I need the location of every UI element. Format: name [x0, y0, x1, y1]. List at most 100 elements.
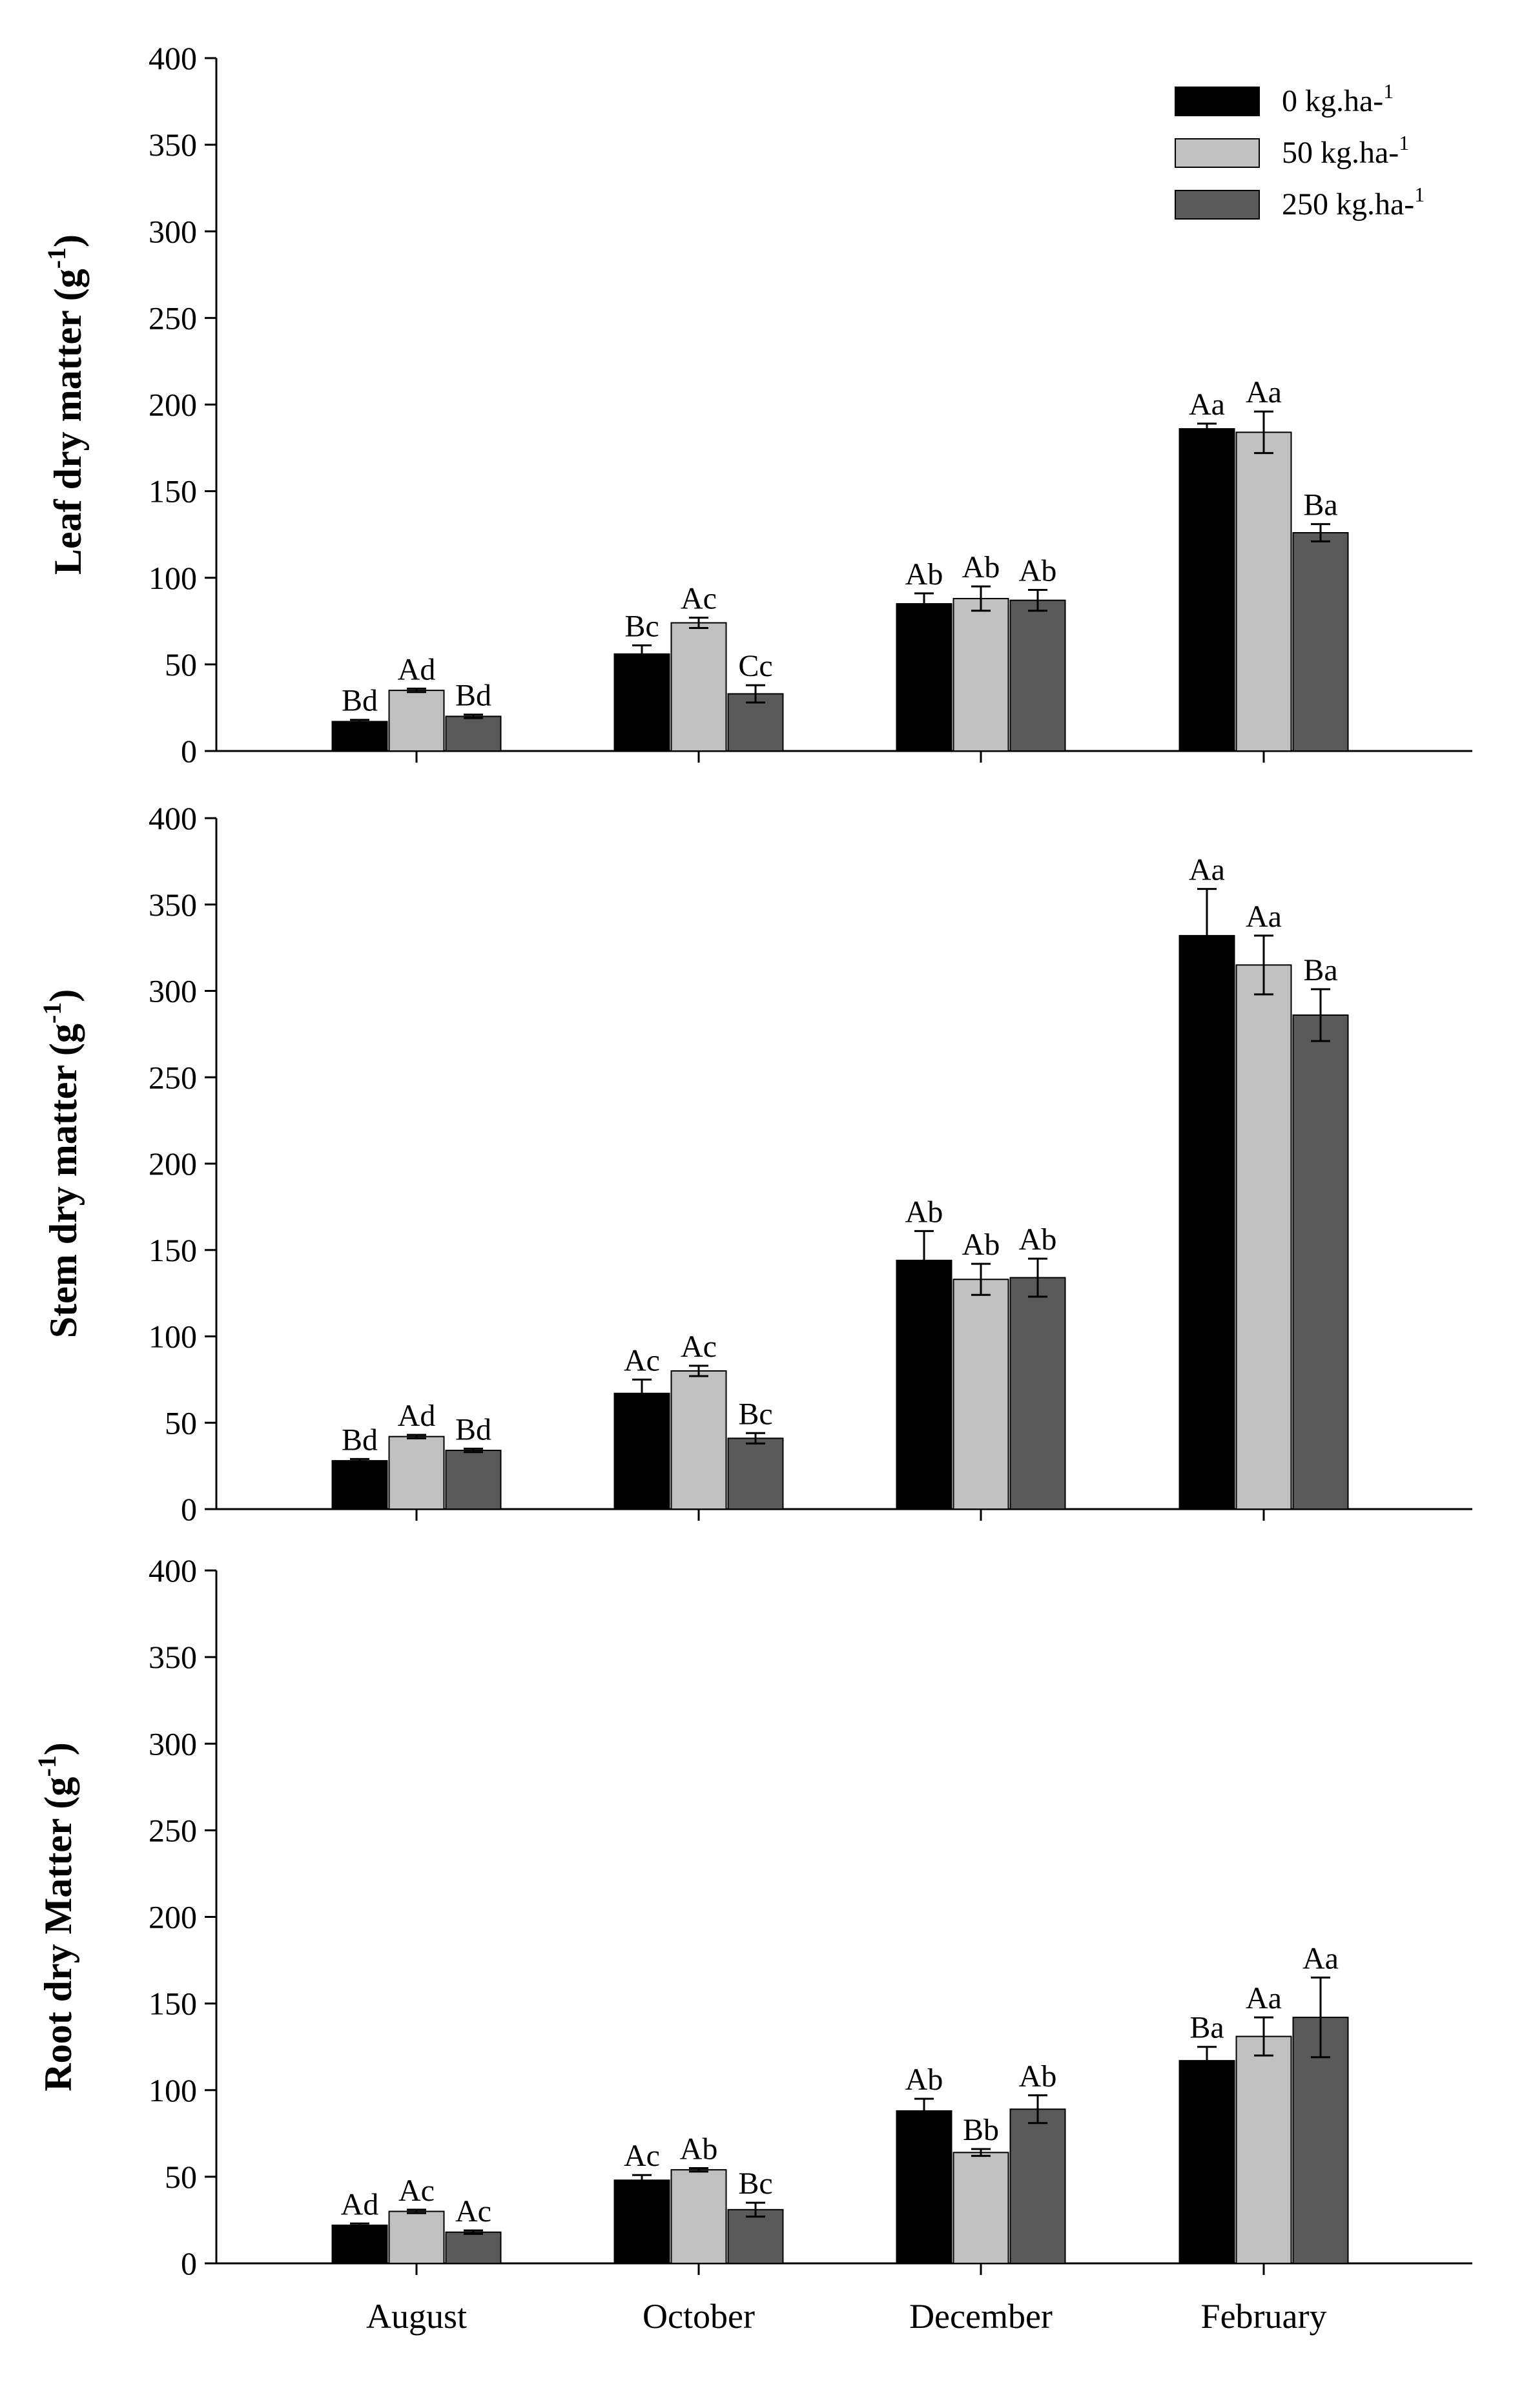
bar-significance-label: Ab: [962, 1228, 1000, 1262]
y-tick-label: 150: [149, 1986, 197, 2022]
bar-significance-label: Aa: [1246, 900, 1282, 934]
bar: [1292, 1014, 1349, 1510]
chart-panel-1: 0 50 100 150 200 250 300 350 400 Bd Bc Ab Aa Ad Ac Ab Aa…: [42, 40, 1472, 769]
y-tick-label: 300: [149, 1725, 197, 1762]
bar-significance-label: Ba: [1189, 2011, 1224, 2045]
legend-label: 0 kg.ha-1: [1282, 79, 1394, 118]
bar: [445, 715, 502, 752]
bar: [613, 2179, 670, 2264]
bar-significance-label: Bc: [738, 2166, 772, 2201]
bar: [1292, 2017, 1349, 2264]
y-tick-label: 200: [149, 1899, 197, 1935]
bar: [952, 1279, 1009, 1510]
bar-significance-label: Ab: [905, 557, 943, 592]
y-axis-title: Leaf dry matter (g-1): [42, 234, 89, 575]
y-tick-label: 200: [149, 1146, 197, 1182]
bar-significance-label: Bd: [455, 679, 491, 713]
bar: [613, 653, 670, 752]
bar: [1292, 532, 1349, 752]
bar-significance-label: Ad: [341, 2187, 379, 2221]
bar-significance-label: Ac: [624, 2139, 660, 2173]
y-tick-label: 350: [149, 887, 197, 923]
bar: [896, 1259, 952, 1510]
y-tick-label: 200: [149, 387, 197, 423]
bar: [670, 622, 727, 752]
bar: [445, 2231, 502, 2265]
y-axis-title: Stem dry matter (g-1): [37, 989, 85, 1338]
bar: [1009, 1277, 1066, 1510]
bar: [1178, 428, 1235, 752]
y-tick-label: 300: [149, 973, 197, 1009]
bar: [1235, 964, 1292, 1510]
bar: [896, 602, 952, 752]
bar-significance-label: Ac: [681, 1330, 717, 1364]
chart-panel-3: 0 50 100 150 200 250 300 350 400 Ad Ac Ab Ba Ac Ab Bb Aa…: [32, 1552, 1472, 2281]
bar: [896, 2110, 952, 2264]
bar-significance-label: Ab: [905, 1195, 943, 1229]
bar-significance-label: Ad: [398, 652, 436, 686]
bar: [670, 1370, 727, 1510]
x-category-label: October: [643, 2297, 755, 2336]
bar: [388, 2210, 445, 2264]
y-tick-label: 250: [149, 1812, 197, 1848]
y-tick-label: 100: [149, 2072, 197, 2108]
bar-significance-label: Ac: [681, 581, 717, 615]
bar: [1009, 599, 1066, 752]
y-tick-label: 400: [149, 800, 197, 836]
y-tick-label: 50: [165, 2159, 197, 2195]
y-tick-label: 350: [149, 127, 197, 163]
legend-swatch: [1175, 190, 1260, 220]
legend-swatch: [1175, 138, 1260, 168]
bar-significance-label: Ba: [1303, 488, 1337, 522]
y-tick-label: 250: [149, 300, 197, 336]
bar-significance-label: Ab: [905, 2063, 943, 2097]
x-category-label: December: [909, 2297, 1053, 2336]
bar-significance-label: Ac: [398, 2174, 435, 2208]
bar-significance-label: Bd: [342, 1423, 378, 1457]
y-axis-title: Root dry Matter (g-1): [32, 1742, 79, 2091]
bar: [952, 2152, 1009, 2265]
bar-significance-label: Ab: [1019, 554, 1057, 588]
bar-significance-label: Bd: [455, 1412, 491, 1446]
y-tick-label: 150: [149, 473, 197, 509]
bar-significance-label: Aa: [1246, 1981, 1282, 2015]
bar-significance-label: Bd: [342, 684, 378, 718]
legend-label: 50 kg.ha-1: [1282, 131, 1409, 170]
bar: [952, 597, 1009, 752]
bar: [727, 2208, 784, 2265]
y-tick-label: 0: [181, 733, 197, 769]
chart-panel-2: 0 50 100 150 200 250 300 350 400 Bd Ac Ab Aa Ad Ac Ab Aa…: [37, 800, 1472, 1527]
bar-significance-label: Ac: [624, 1343, 660, 1377]
y-tick-label: 150: [149, 1232, 197, 1268]
y-tick-label: 400: [149, 1552, 197, 1589]
y-tick-label: 0: [181, 2245, 197, 2281]
legend: 0 kg.ha-1 50 kg.ha-1 250 kg.ha-1: [1175, 79, 1425, 221]
y-tick-label: 300: [149, 213, 197, 249]
bar: [388, 690, 445, 752]
bar-significance-label: Ab: [1019, 1222, 1057, 1257]
bar-significance-label: Bc: [738, 1397, 772, 1431]
y-tick-label: 350: [149, 1639, 197, 1675]
bar: [613, 1392, 670, 1510]
x-category-label: August: [366, 2297, 467, 2336]
bar: [1009, 2108, 1066, 2265]
y-tick-label: 400: [149, 40, 197, 76]
y-tick-label: 100: [149, 1319, 197, 1355]
legend-label: 250 kg.ha-1: [1282, 183, 1425, 221]
bar: [1178, 2060, 1235, 2264]
y-tick-label: 50: [165, 1405, 197, 1441]
bar-significance-label: Bc: [624, 609, 659, 643]
bar-significance-label: Ab: [680, 2132, 718, 2166]
bar-significance-label: Aa: [1189, 853, 1225, 887]
bar-significance-label: Bb: [963, 2113, 999, 2147]
y-tick-label: 250: [149, 1059, 197, 1095]
x-category-label: February: [1201, 2297, 1327, 2336]
legend-swatch: [1175, 87, 1260, 116]
y-tick-label: 100: [149, 560, 197, 596]
bar-significance-label: Ab: [962, 550, 1000, 584]
bar: [670, 2169, 727, 2265]
bar-significance-label: Ab: [1019, 2059, 1057, 2094]
bar: [331, 721, 388, 752]
